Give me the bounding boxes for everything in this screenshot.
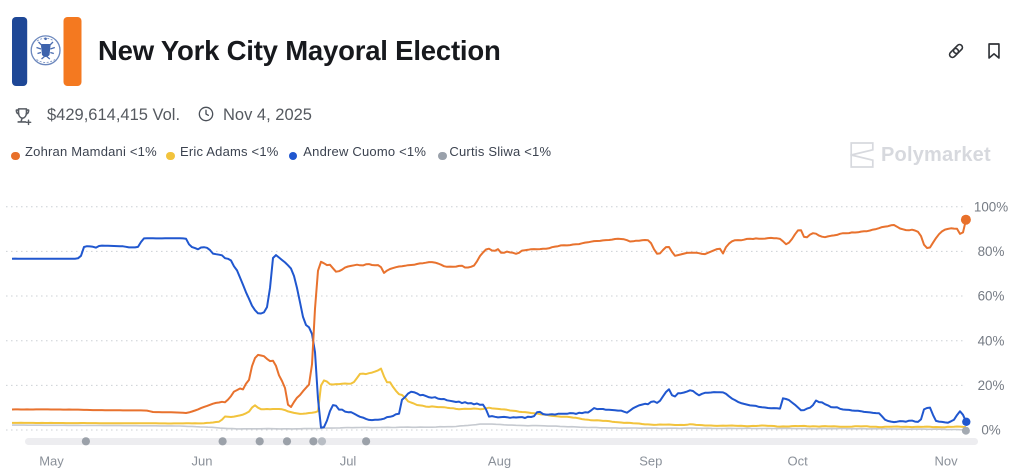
svg-text:Nov: Nov [935, 454, 959, 469]
svg-text:20%: 20% [978, 378, 1005, 393]
svg-text:60%: 60% [978, 289, 1005, 304]
svg-text:0%: 0% [981, 423, 1000, 438]
svg-text:40%: 40% [978, 333, 1005, 348]
svg-text:100%: 100% [974, 199, 1008, 214]
svg-text:Jul: Jul [340, 454, 357, 469]
svg-text:Jun: Jun [192, 454, 213, 469]
svg-text:May: May [39, 454, 64, 469]
svg-text:Sep: Sep [639, 454, 662, 469]
svg-text:Aug: Aug [488, 454, 511, 469]
svg-text:80%: 80% [978, 244, 1005, 259]
svg-text:Oct: Oct [787, 454, 808, 469]
